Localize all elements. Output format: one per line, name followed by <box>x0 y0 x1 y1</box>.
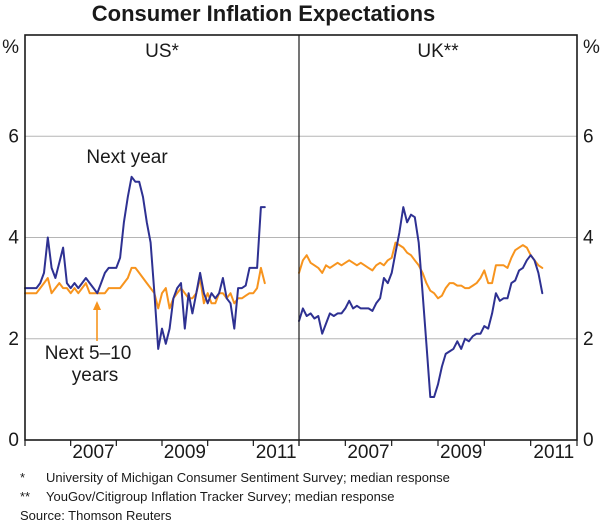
series-us-next-year <box>24 175 266 350</box>
x-year-label: 2007 <box>347 442 389 463</box>
x-year-label: 2009 <box>164 442 206 463</box>
x-year-label: 2011 <box>533 442 574 463</box>
footnotes: * University of Michigan Consumer Sentim… <box>20 468 580 525</box>
axis-labels: % % 0 0 2 2 4 4 6 6 US* 2007 2009 2011 UK** 2007 2009 201… <box>2 37 600 463</box>
y-tick-label-left: 4 <box>8 228 19 249</box>
panel-label-uk: UK** <box>417 41 459 62</box>
series-uk-next-year <box>298 206 544 398</box>
footnote-line: * University of Michigan Consumer Sentim… <box>20 468 580 487</box>
chart-title: Consumer Inflation Expectations <box>91 1 436 26</box>
footnote-marker: ** <box>20 489 31 504</box>
y-unit-right: % <box>583 37 600 58</box>
annotation-next-year: Next year <box>86 147 168 168</box>
y-tick-label-right: 2 <box>583 329 594 350</box>
footnote-text: University of Michigan Consumer Sentimen… <box>46 470 450 485</box>
source-text: Source: Thomson Reuters <box>20 508 172 523</box>
y-tick-label-right: 4 <box>583 228 594 249</box>
y-tick-label-left: 0 <box>8 430 19 451</box>
annotation-arrowhead <box>93 301 101 310</box>
plot-frame <box>24 34 578 446</box>
series-us-next-5-10-years <box>24 266 266 310</box>
footnote-line: ** YouGov/Citigroup Inflation Tracker Su… <box>20 487 580 506</box>
footnote-text: YouGov/Citigroup Inflation Tracker Surve… <box>46 489 395 504</box>
annotation-next-5-10: Next 5–10 <box>45 343 132 364</box>
footnote-marker: * <box>20 470 26 485</box>
y-tick-label-left: 6 <box>8 126 19 147</box>
gridlines <box>25 135 577 340</box>
y-tick-label-left: 2 <box>8 329 19 350</box>
plot-border <box>24 34 578 441</box>
panel-label-us: US* <box>145 41 179 62</box>
x-year-label: 2007 <box>72 442 114 463</box>
y-tick-label-right: 6 <box>583 126 594 147</box>
y-tick-label-right: 0 <box>583 430 594 451</box>
y-unit-left: % <box>2 37 19 58</box>
x-year-label: 2011 <box>256 442 297 463</box>
data-series <box>24 175 544 398</box>
source-line: Source: Thomson Reuters <box>20 506 580 525</box>
x-year-label: 2009 <box>440 442 482 463</box>
annotation-years: years <box>72 365 118 386</box>
